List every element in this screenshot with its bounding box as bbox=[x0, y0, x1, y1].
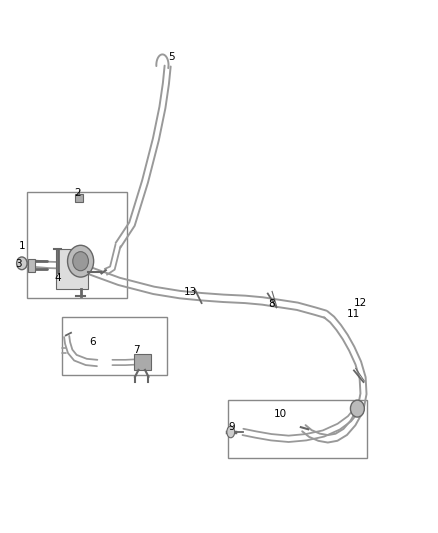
Text: 4: 4 bbox=[55, 273, 61, 283]
Text: 1: 1 bbox=[19, 241, 25, 252]
Text: 9: 9 bbox=[229, 422, 235, 432]
Text: 5: 5 bbox=[168, 52, 174, 62]
Ellipse shape bbox=[227, 426, 235, 438]
Text: 7: 7 bbox=[133, 345, 140, 356]
Text: 12: 12 bbox=[354, 297, 367, 308]
Text: 8: 8 bbox=[268, 298, 275, 309]
Bar bbox=[27, 192, 127, 298]
Text: 10: 10 bbox=[273, 409, 286, 419]
Text: 6: 6 bbox=[89, 337, 96, 347]
Bar bbox=[62, 317, 167, 375]
Bar bbox=[28, 259, 35, 272]
Bar bbox=[56, 249, 88, 289]
Bar bbox=[228, 400, 367, 458]
Text: 11: 11 bbox=[347, 309, 360, 319]
Circle shape bbox=[17, 257, 27, 270]
Bar bbox=[134, 354, 151, 370]
Text: 3: 3 bbox=[15, 259, 22, 269]
Circle shape bbox=[73, 252, 88, 271]
Text: 13: 13 bbox=[184, 287, 198, 297]
Text: 2: 2 bbox=[74, 188, 81, 198]
Bar bbox=[75, 194, 83, 202]
Circle shape bbox=[350, 400, 364, 417]
Circle shape bbox=[67, 245, 94, 277]
